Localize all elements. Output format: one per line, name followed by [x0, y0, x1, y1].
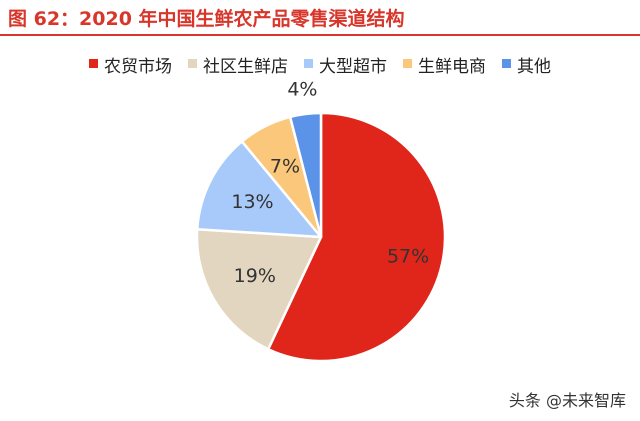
legend-label-4: 其他	[517, 57, 551, 77]
pie-label-3: 7%	[270, 155, 300, 177]
watermark: 头条 @未来智库	[508, 391, 626, 410]
chart-legend: 农贸市场 社区生鲜店 大型超市 生鲜电商 其他	[0, 52, 640, 77]
pie-slice-1	[195, 227, 323, 351]
legend-item-2: 大型超市	[304, 52, 387, 77]
pie-label-0: 57%	[387, 246, 429, 268]
legend-item-4: 其他	[502, 52, 551, 77]
legend-swatch-1	[188, 59, 197, 68]
legend-label-1: 社区生鲜店	[203, 57, 288, 77]
title-divider	[0, 34, 640, 36]
legend-swatch-2	[304, 59, 313, 68]
legend-item-3: 生鲜电商	[403, 52, 486, 77]
legend-item-1: 社区生鲜店	[188, 52, 288, 77]
pie-slice-0	[266, 111, 447, 363]
pie-label-2: 13%	[231, 191, 273, 213]
chart-title: 图 62：2020 年中国生鲜农产品零售渠道结构	[8, 8, 405, 30]
legend-swatch-4	[502, 59, 511, 68]
legend-item-0: 农贸市场	[89, 52, 172, 77]
pie-slice-2	[195, 140, 323, 239]
pie-label-1: 19%	[234, 265, 276, 287]
pie-slice-4	[288, 111, 323, 239]
legend-label-0: 农贸市场	[104, 57, 172, 77]
legend-label-3: 生鲜电商	[418, 57, 486, 77]
legend-swatch-0	[89, 59, 98, 68]
legend-label-2: 大型超市	[319, 57, 387, 77]
legend-swatch-3	[403, 59, 412, 68]
pie-label-4: 4%	[287, 78, 317, 100]
